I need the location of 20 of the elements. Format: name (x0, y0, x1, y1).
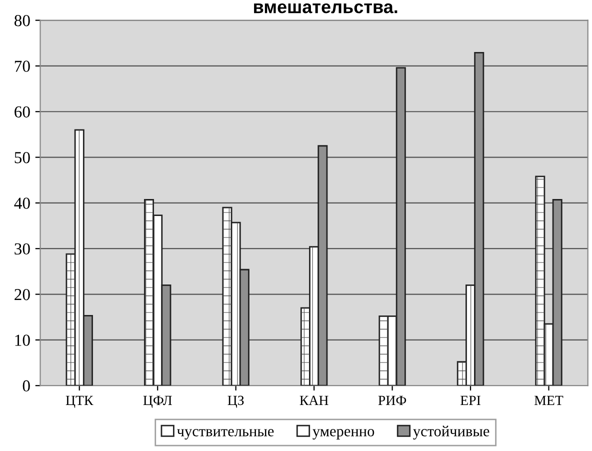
y-tick-label: 0 (22, 380, 30, 392)
legend-label: устойчивые (413, 426, 490, 440)
x-tick-label: ЦФЛ (143, 396, 172, 408)
y-tick-label: 60 (14, 106, 30, 118)
chart-title: вмешательства. (254, 3, 398, 14)
x-tick-label: РИФ (378, 396, 406, 405)
x-tick-label: ЦЗ (228, 396, 244, 408)
x-tick-label: МЕТ (534, 396, 564, 405)
y-tick-label: 30 (14, 243, 30, 255)
legend-label: чуствительные (176, 429, 274, 440)
y-tick-label: 70 (14, 60, 30, 72)
y-tick-label: 20 (14, 288, 30, 300)
x-tick-label: EPI (460, 396, 480, 405)
y-tick-label: 10 (15, 334, 30, 346)
x-tick-label: КАН (300, 396, 328, 405)
legend-label: умеренно (312, 429, 374, 440)
y-tick-label: 40 (14, 198, 30, 209)
y-tick-label: 50 (14, 152, 30, 164)
x-tick-label: ЦТК (66, 396, 94, 408)
y-tick-label: 80 (14, 14, 30, 26)
